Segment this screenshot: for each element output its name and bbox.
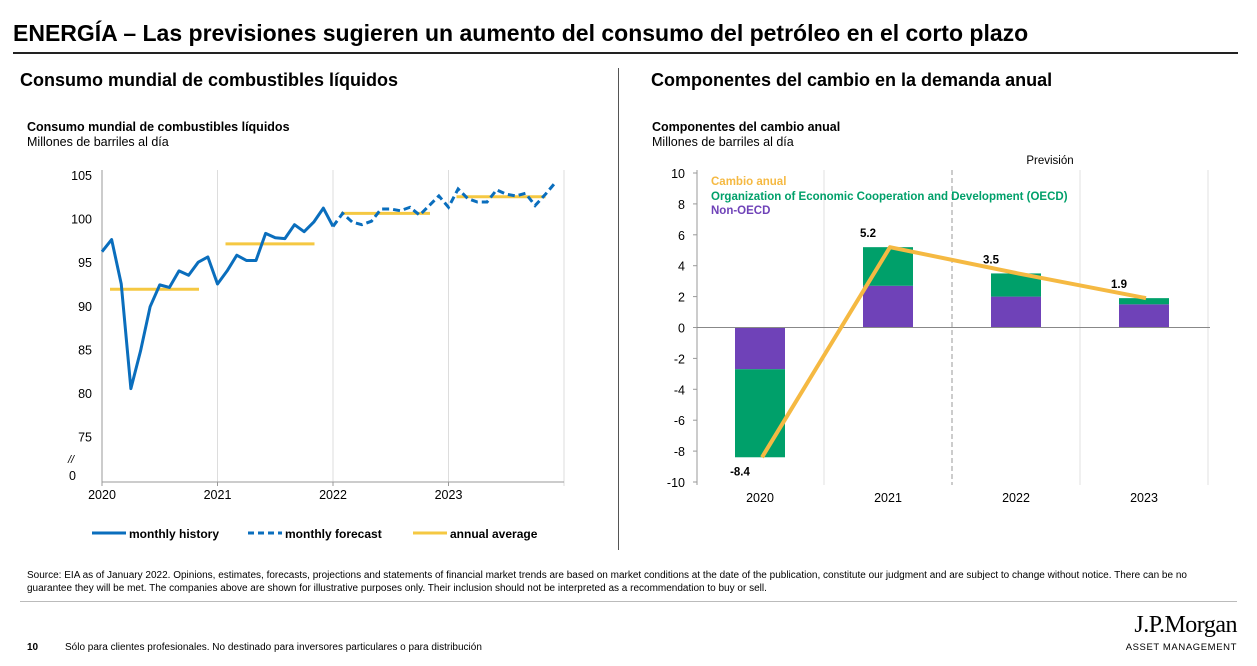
bar-non-oecd	[1119, 304, 1169, 328]
y-tick-label: -6	[674, 414, 685, 428]
y-tick-label: -2	[674, 352, 685, 366]
jpmorgan-logo: J.P.Morgan	[1134, 612, 1237, 638]
legend-label-cambio-anual: Cambio anual	[711, 176, 786, 188]
x-tick-label: 2023	[435, 488, 463, 502]
x-tick-label: 2023	[1130, 491, 1158, 505]
y-tick-label: 95	[78, 256, 92, 270]
page-number: 10	[27, 642, 39, 653]
y-tick-label: 80	[78, 387, 92, 401]
left-chart-subtitle: Millones de barriles al día	[27, 135, 169, 149]
y-tick-label: -4	[674, 383, 685, 397]
y-tick-label: 0	[678, 322, 685, 336]
y-tick-label: -10	[667, 476, 685, 490]
legend-label: monthly history	[129, 527, 219, 541]
y-tick-label: 90	[78, 300, 92, 314]
y-tick-label: 0	[69, 469, 76, 483]
y-tick-label: 6	[678, 229, 685, 243]
footer-rule	[20, 601, 1237, 602]
monthly-history-line	[100, 206, 335, 391]
y-tick-label: 105	[71, 169, 92, 183]
data-label: 1.9	[1111, 279, 1127, 291]
x-tick-label: 2022	[319, 488, 347, 502]
bar-non-oecd	[735, 327, 785, 370]
right-panel-heading: Componentes del cambio en la demanda anu…	[651, 70, 1053, 90]
left-panel-heading: Consumo mundial de combustibles líquidos	[20, 70, 399, 90]
data-label: -8.4	[730, 466, 750, 478]
axis-break-mark: //	[67, 454, 75, 466]
y-tick-label: 4	[678, 260, 685, 274]
x-tick-label: 2020	[88, 488, 116, 502]
bar-non-oecd	[863, 285, 913, 328]
bar-non-oecd	[991, 296, 1041, 328]
bar-oecd	[1119, 298, 1169, 305]
annual-change-line	[760, 245, 1147, 459]
data-label: 3.5	[983, 254, 1000, 266]
bar-oecd	[735, 369, 785, 458]
disclaimer: Sólo para clientes profesionales. No des…	[65, 642, 482, 653]
right-chart-subtitle: Millones de barriles al día	[652, 135, 794, 149]
bar-oecd	[991, 273, 1041, 297]
page-title: ENERGÍA – Las previsiones sugieren un au…	[13, 20, 1029, 46]
x-tick-label: 2021	[874, 491, 902, 505]
right-chart-title: Componentes del cambio anual	[652, 120, 841, 134]
title-rule	[13, 52, 1238, 54]
x-tick-label: 2021	[204, 488, 232, 502]
jpmorgan-logo-sub: ASSET MANAGEMENT	[1125, 642, 1237, 653]
charts-canvas: 2020 2021 2022 202310510095908580750//month…	[67, 155, 1210, 541]
legend-label: monthly forecast	[285, 527, 382, 541]
y-tick-label: 10	[671, 167, 685, 181]
x-tick-label: 2022	[1002, 491, 1030, 505]
panel-divider	[618, 68, 619, 550]
y-tick-label: 100	[71, 213, 92, 227]
forecast-label: Previsión	[1026, 155, 1073, 167]
x-tick-label: 2020	[746, 491, 774, 505]
legend-label: annual average	[450, 527, 538, 541]
data-label: 5.2	[860, 228, 876, 240]
y-tick-label: 2	[678, 291, 685, 305]
source-note: Source: EIA as of January 2022. Opinions…	[27, 570, 1187, 594]
y-tick-label: 75	[78, 431, 92, 445]
y-tick-label: 85	[78, 343, 92, 357]
y-tick-label: 8	[678, 198, 685, 212]
monthly-forecast-line	[331, 182, 556, 228]
left-chart-title: Consumo mundial de combustibles líquidos	[27, 120, 290, 134]
legend-label-oecd: Organization of Economic Cooperation and…	[711, 191, 1068, 203]
y-tick-label: -8	[674, 445, 685, 459]
legend-label-non-oecd: Non-OECD	[711, 205, 770, 217]
